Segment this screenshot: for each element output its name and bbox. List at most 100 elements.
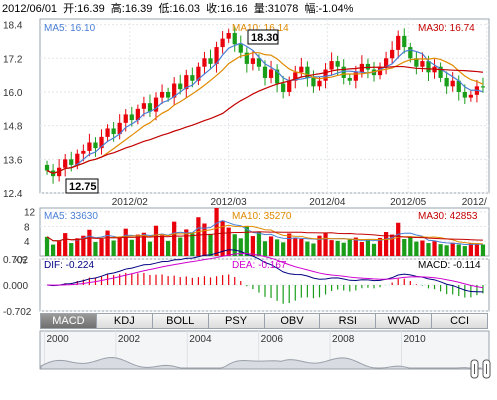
candle [172, 83, 177, 98]
volume-bar [371, 243, 377, 256]
candle [468, 94, 473, 98]
volume-ma30-label: MA30: 42853 [418, 211, 478, 222]
volume-bar [293, 237, 298, 256]
tab-kdj[interactable]: KDJ [96, 313, 153, 329]
indicator-tabs: MACD KDJ BOLL PSY OBV RSI WVAD CCI [40, 313, 488, 329]
price-x-tick: 2012/05 [390, 197, 427, 208]
volume-bar [166, 240, 171, 256]
macd-dif-label: DIF: -0.224 [44, 260, 94, 271]
candle [166, 91, 171, 98]
candle [208, 58, 213, 64]
macd-dif-line [46, 249, 483, 293]
price-ma5-label: MA5: 16.10 [44, 23, 96, 34]
price-y-tick: 12.4 [3, 189, 23, 200]
candle [153, 97, 159, 112]
candle [293, 72, 298, 81]
volume-bar [426, 243, 431, 256]
high-marker: 18.30 [247, 29, 279, 45]
volume-bar [468, 243, 473, 256]
candle [190, 75, 195, 81]
price-x-tick: 2012/03 [211, 197, 248, 208]
candle [347, 77, 352, 81]
overview-year-label: 2000 [46, 334, 69, 345]
volume-bar [93, 241, 98, 256]
candle [383, 58, 389, 67]
volume-ma10-label: MA10: 35270 [232, 211, 292, 222]
volume-bar [238, 238, 243, 256]
tab-rsi[interactable]: RSI [320, 313, 377, 329]
volume-bar [57, 241, 62, 256]
volume-bar [359, 241, 364, 256]
high-marker-label: 18.30 [251, 32, 279, 44]
candle [44, 164, 50, 171]
volume-bar [281, 242, 286, 256]
price-x-tick: 2012/02 [112, 197, 149, 208]
volume-bar [153, 225, 159, 256]
price-y-tick: 18.4 [3, 21, 23, 32]
volume-y-tick: 4 [24, 237, 30, 248]
volume-ma5-label: MA5: 33630 [44, 211, 98, 222]
volume-bar [432, 241, 437, 256]
overview-year-label: 2006 [261, 334, 284, 345]
tab-wvad[interactable]: WVAD [376, 313, 433, 329]
volume-bar [402, 239, 407, 256]
volume-bar [305, 241, 310, 256]
macd-dea-line [47, 252, 484, 289]
candle [141, 103, 147, 109]
tab-psy[interactable]: PSY [208, 313, 265, 329]
volume-bar [123, 228, 128, 256]
macd-y-tick: -0.702 [3, 307, 32, 318]
volume-bar [44, 236, 50, 256]
volume-bar [172, 221, 177, 256]
price-y-tick: 14.8 [3, 122, 23, 133]
candle [202, 58, 207, 67]
volume-bar [69, 243, 74, 256]
tab-macd[interactable]: MACD [40, 313, 97, 329]
candle [365, 63, 371, 70]
volume-bar [75, 238, 80, 256]
candle [105, 128, 110, 137]
candle [129, 114, 134, 121]
quote-header: 2012/06/01 开:16.39 高:16.39 低:16.03 收:16.… [0, 0, 497, 18]
candle [111, 128, 116, 135]
volume-bar [232, 234, 237, 256]
volume-bar [196, 217, 201, 256]
price-y-tick: 13.6 [3, 155, 23, 166]
volume-bar [178, 237, 183, 256]
overview-year-label: 2010 [403, 334, 426, 345]
candle [220, 38, 225, 48]
volume-bar [129, 239, 134, 256]
volume-bar [105, 230, 110, 256]
candle [147, 103, 153, 112]
volume-bar [377, 237, 383, 256]
overview-range-handles[interactable] [470, 359, 491, 379]
volume-bar [226, 227, 231, 256]
volume-bar [365, 239, 371, 256]
candle [274, 69, 280, 84]
candle [414, 58, 419, 67]
candle [329, 61, 334, 70]
quote-date: 2012/06/01 [2, 3, 58, 15]
tab-obv[interactable]: OBV [264, 313, 321, 329]
price-ma30-line [46, 65, 484, 174]
tab-boll[interactable]: BOLL [152, 313, 209, 329]
candle [390, 49, 395, 59]
volume-bar [311, 243, 316, 256]
candle [178, 83, 183, 90]
macd-y-tick: 0.000 [3, 281, 28, 292]
candle [214, 47, 219, 64]
candle [456, 80, 461, 92]
candle [196, 66, 201, 81]
volume-bar [444, 245, 449, 256]
candle [317, 80, 322, 87]
tab-cci[interactable]: CCI [432, 313, 488, 329]
low-marker-label: 12.75 [69, 181, 97, 193]
price-panel [39, 18, 490, 194]
volume-bar [214, 208, 219, 256]
candle [184, 75, 189, 90]
overview-price-line [40, 357, 482, 370]
candle [480, 86, 486, 88]
candle [87, 142, 92, 151]
volume-bar [335, 240, 340, 256]
